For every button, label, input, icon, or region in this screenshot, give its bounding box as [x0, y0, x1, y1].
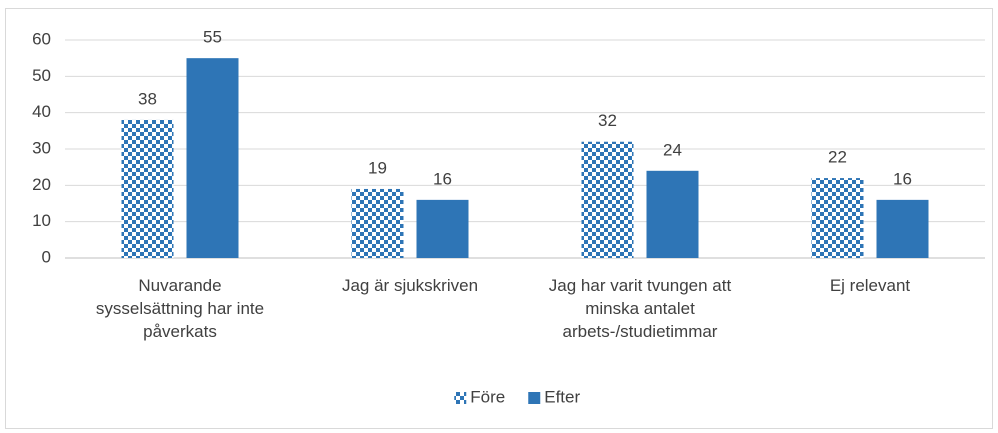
data-label: 38 — [138, 89, 157, 108]
y-tick-label: 60 — [32, 29, 51, 48]
x-tick-label: Jag har varit tvungen att minska antalet… — [548, 276, 732, 341]
data-label: 24 — [663, 140, 682, 159]
y-tick-label: 10 — [32, 211, 51, 230]
bar — [811, 178, 864, 258]
data-label: 32 — [598, 111, 617, 130]
bar — [351, 188, 404, 258]
bar — [876, 199, 929, 258]
bar — [581, 141, 634, 258]
legend-swatch — [454, 392, 467, 404]
bar — [416, 199, 469, 258]
y-tick-label: 50 — [32, 66, 51, 85]
chart-border — [5, 8, 993, 429]
data-label: 55 — [203, 28, 222, 47]
data-label: 16 — [893, 169, 912, 188]
y-tick-label: 0 — [42, 247, 51, 266]
legend-label: Efter — [544, 387, 580, 406]
bar — [646, 170, 699, 258]
data-label: 16 — [433, 169, 452, 188]
bar — [121, 119, 174, 258]
legend-label: Före — [470, 387, 505, 406]
data-label: 22 — [828, 148, 847, 167]
y-tick-label: 40 — [32, 102, 51, 121]
data-label: 19 — [368, 158, 387, 177]
x-tick-label: Jag är sjukskriven — [341, 276, 479, 295]
x-tick-label: Ej relevant — [829, 276, 911, 295]
x-tick-label: Nuvarande sysselsättning har inte påverk… — [95, 276, 265, 341]
y-tick-label: 20 — [32, 175, 51, 194]
legend-swatch — [528, 392, 541, 404]
y-tick-label: 30 — [32, 138, 51, 157]
bar — [186, 58, 239, 258]
